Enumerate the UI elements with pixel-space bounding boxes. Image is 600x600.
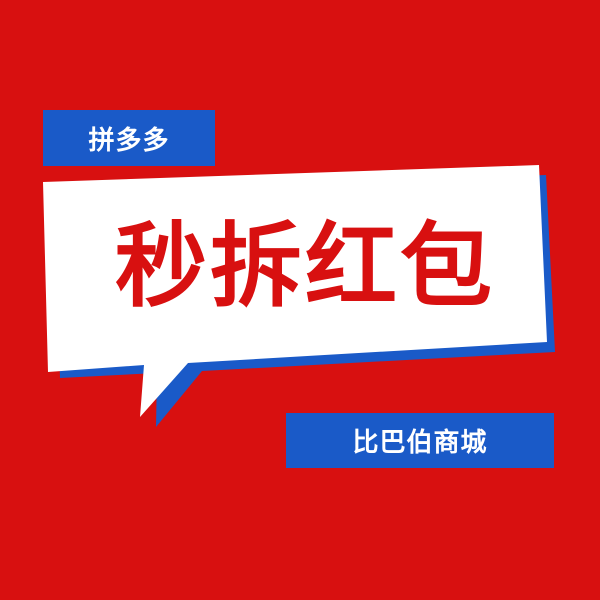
bottom-label-text: 比巴伯商城 [352, 428, 488, 458]
speech-bubble [43, 165, 547, 417]
top-label-box: 拼多多 [43, 110, 215, 166]
headline: 秒拆红包 [114, 213, 495, 320]
top-label-text: 拼多多 [88, 125, 170, 156]
bottom-label-box: 比巴伯商城 [286, 413, 554, 468]
